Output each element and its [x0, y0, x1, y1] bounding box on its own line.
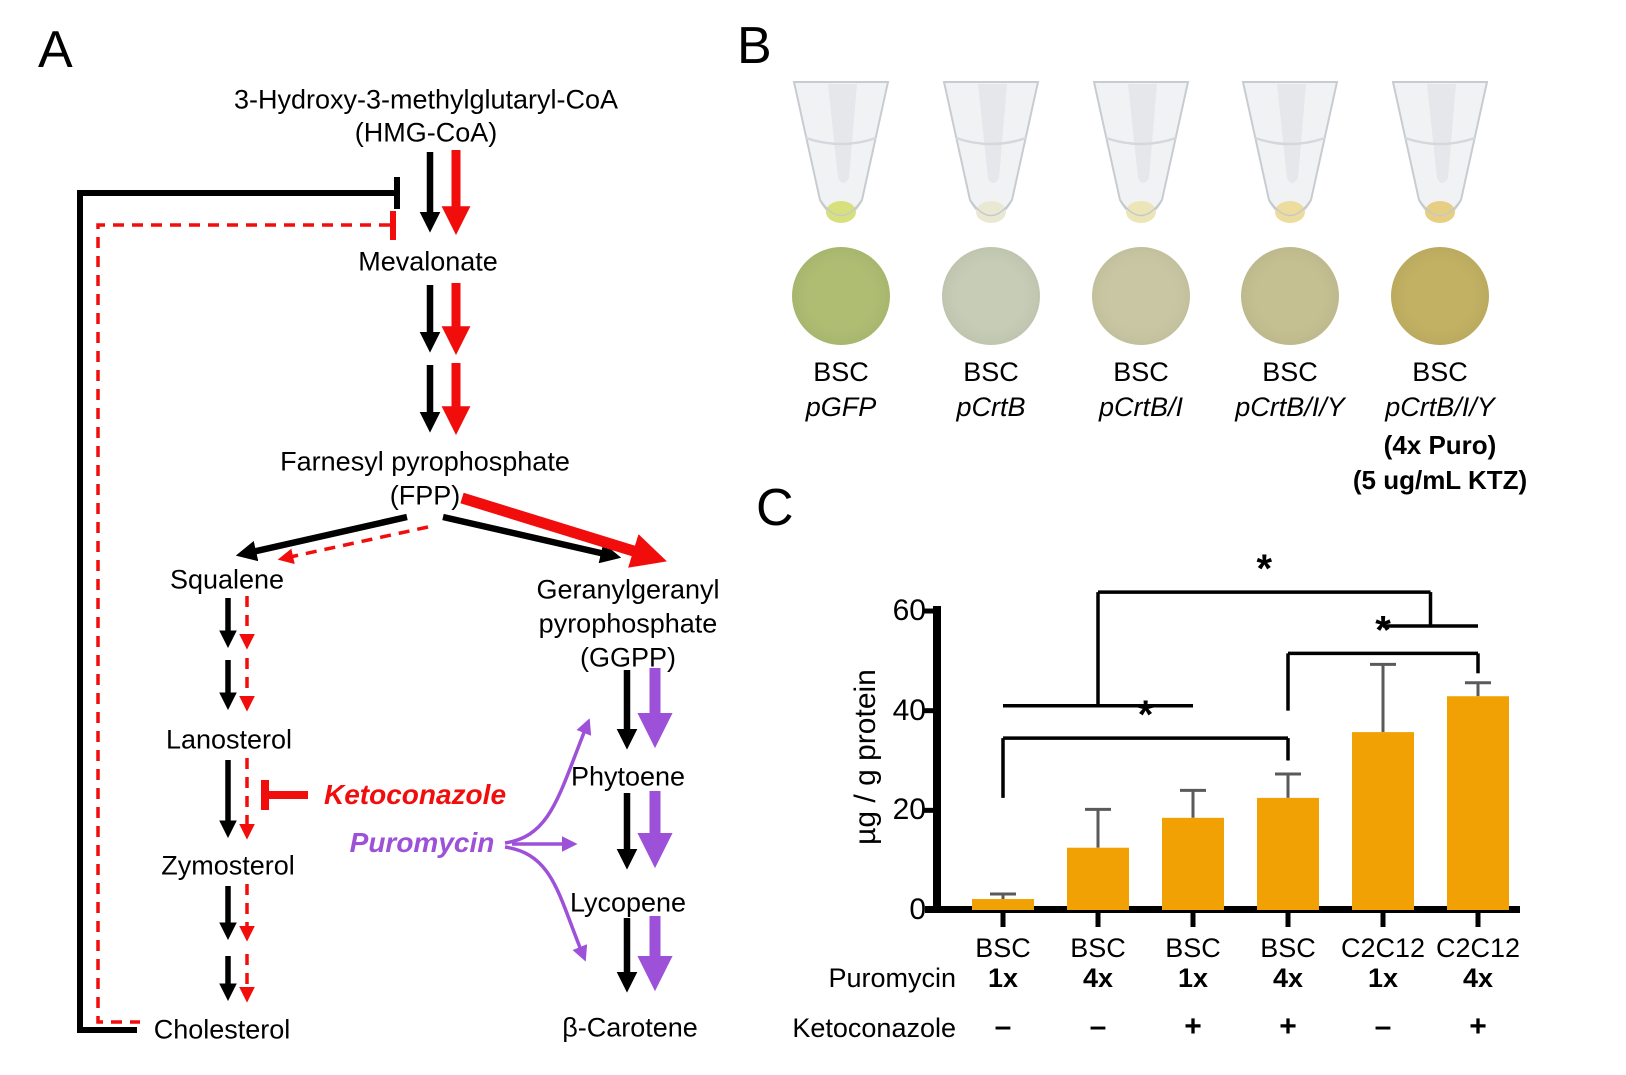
- y-tick-label: 60: [892, 594, 926, 628]
- node-fpp-line1: Farnesyl pyrophosphate: [280, 446, 570, 477]
- x-ketoconazole-sign: –: [1374, 1010, 1392, 1043]
- cell-pellet: [1126, 201, 1156, 223]
- node-phytoene: Phytoene: [570, 761, 686, 792]
- significance-star: *: [1256, 547, 1272, 591]
- x-cell-line-label: C2C12: [1340, 933, 1426, 963]
- panel-a-label: A: [38, 21, 73, 79]
- culture-well-photo: [1092, 247, 1190, 345]
- tube-note1-label: (4x Puro): [1383, 430, 1497, 460]
- x-cell-line-label: BSC: [1165, 933, 1221, 963]
- tube-cell-line-label: BSC: [1113, 357, 1169, 387]
- x-ketoconazole-sign: –: [994, 1010, 1012, 1043]
- panel-c-label: C: [756, 479, 794, 537]
- x-puromycin-dose: 4x: [1082, 963, 1114, 993]
- bar: [1162, 817, 1224, 910]
- culture-well-photo: [1391, 247, 1489, 345]
- node-ggpp-line1: Geranylgeranyl: [536, 574, 720, 605]
- bar: [1257, 797, 1319, 910]
- tube: [1241, 81, 1339, 223]
- feedback-line-red: [96, 223, 390, 1024]
- x-ketoconazole-sign: +: [1469, 1010, 1487, 1043]
- culture-well-photo: [942, 247, 1040, 345]
- cell-pellet: [826, 201, 856, 223]
- tube-note2-label: (5 ug/mL KTZ): [1352, 465, 1528, 495]
- x-puromycin-dose: 1x: [1367, 963, 1399, 993]
- significance-star: *: [1138, 693, 1154, 737]
- puromycin-fan-down: [504, 845, 588, 962]
- ketoconazole-label: Ketoconazole: [323, 779, 507, 810]
- cell-pellet: [976, 201, 1006, 223]
- culture-well-photo: [1241, 247, 1339, 345]
- bar: [1067, 847, 1129, 910]
- node-lycopene: Lycopene: [569, 887, 687, 918]
- x-cell-line-label: BSC: [975, 933, 1031, 963]
- x-puromycin-dose: 4x: [1272, 963, 1304, 993]
- x-ketoconazole-sign: +: [1184, 1010, 1202, 1043]
- x-puromycin-dose: 1x: [1177, 963, 1209, 993]
- node-hmg-line2: (HMG-CoA): [354, 117, 498, 148]
- node-cholesterol: Cholesterol: [153, 1014, 291, 1045]
- node-hmg-line1: 3-Hydroxy-3-methylglutaryl-CoA: [233, 84, 619, 115]
- node-lanosterol: Lanosterol: [165, 724, 293, 755]
- feedback-line-black: [77, 190, 395, 1033]
- x-puromycin-dose: 4x: [1462, 963, 1494, 993]
- x-ketoconazole-sign: –: [1089, 1010, 1107, 1043]
- arrow-fpp-squalene-red-dashed: [277, 525, 429, 565]
- node-beta-carotene: β-Carotene: [562, 1012, 698, 1043]
- node-ggpp-line2: pyrophosphate: [538, 608, 718, 639]
- y-tick-label: 20: [892, 793, 926, 827]
- y-tick-label: 40: [892, 693, 926, 727]
- tube-plasmid-label: pCrtB/I/Y: [1385, 392, 1495, 422]
- tube-cell-line-label: BSC: [1262, 357, 1318, 387]
- tube: [1391, 81, 1489, 223]
- cell-pellet: [1425, 201, 1455, 223]
- x-cell-line-label: C2C12: [1435, 933, 1521, 963]
- tube-plasmid-label: pCrtB: [956, 392, 1026, 422]
- node-ggpp-line3: (GGPP): [579, 642, 677, 673]
- tube-plasmid-label: pGFP: [805, 392, 877, 422]
- tube-plasmid-label: pCrtB/I/Y: [1235, 392, 1345, 422]
- row-header-puromycin: Puromycin: [828, 963, 956, 993]
- node-fpp-line2: (FPP): [389, 480, 461, 511]
- arrow-fpp-ggpp-black: [442, 513, 622, 564]
- arrow-fpp-squalene-black: [235, 513, 408, 562]
- node-zymosterol: Zymosterol: [161, 850, 295, 881]
- tube: [1092, 81, 1190, 223]
- x-cell-line-label: BSC: [1070, 933, 1126, 963]
- tube-plasmid-label: pCrtB/I: [1098, 392, 1184, 422]
- bar: [1447, 696, 1509, 910]
- bar: [972, 899, 1034, 910]
- cell-pellet: [1275, 201, 1305, 223]
- x-puromycin-dose: 1x: [987, 963, 1019, 993]
- tube-cell-line-label: BSC: [813, 357, 869, 387]
- node-mevalonate: Mevalonate: [358, 246, 498, 277]
- puromycin-label: Puromycin: [349, 827, 495, 858]
- x-cell-line-label: BSC: [1260, 933, 1316, 963]
- y-tick-label: 0: [909, 893, 926, 926]
- bar: [1352, 732, 1414, 910]
- arrow-fpp-ggpp-red-thick: [460, 492, 667, 568]
- row-header-ketoconazole: Ketoconazole: [792, 1013, 956, 1043]
- puromycin-fan-up: [504, 718, 592, 845]
- significance-star: *: [1375, 608, 1391, 652]
- tube: [942, 81, 1040, 223]
- node-squalene: Squalene: [169, 564, 285, 595]
- panel-b-label: B: [737, 17, 772, 75]
- tube-cell-line-label: BSC: [963, 357, 1019, 387]
- tube: [792, 81, 890, 223]
- tube-cell-line-label: BSC: [1412, 357, 1468, 387]
- x-ketoconazole-sign: +: [1279, 1010, 1297, 1043]
- culture-well-photo: [792, 247, 890, 345]
